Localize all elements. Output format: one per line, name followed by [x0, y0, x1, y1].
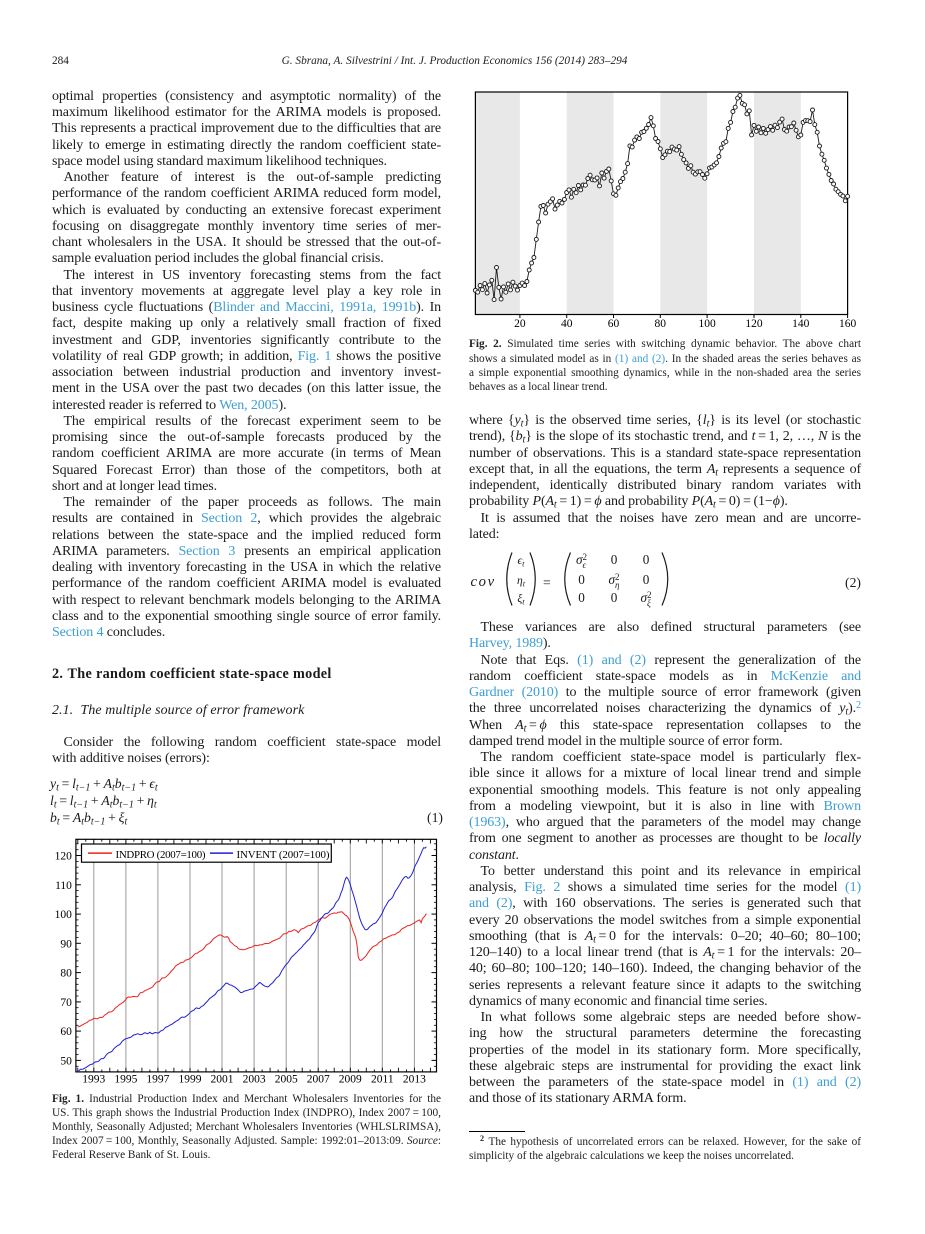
- svg-text:80: 80: [60, 968, 72, 980]
- svg-text:100: 100: [698, 318, 716, 330]
- svg-text:160: 160: [839, 318, 857, 330]
- svg-text:50: 50: [60, 1055, 72, 1067]
- svg-text:60: 60: [608, 318, 620, 330]
- svg-text:2007: 2007: [307, 1074, 330, 1086]
- svg-text:1999: 1999: [179, 1074, 202, 1086]
- svg-text:2009: 2009: [339, 1074, 362, 1086]
- svg-text:1995: 1995: [114, 1074, 137, 1086]
- svg-text:2013: 2013: [403, 1074, 426, 1086]
- svg-text:120: 120: [55, 851, 72, 863]
- svg-text:2005: 2005: [275, 1074, 298, 1086]
- svg-text:80: 80: [655, 318, 667, 330]
- svg-text:2003: 2003: [243, 1074, 266, 1086]
- svg-text:70: 70: [60, 997, 72, 1009]
- svg-text:2001: 2001: [211, 1074, 234, 1086]
- svg-text:20: 20: [514, 318, 526, 330]
- svg-text:1993: 1993: [82, 1074, 105, 1086]
- svg-text:100: 100: [55, 909, 72, 921]
- svg-text:120: 120: [745, 318, 763, 330]
- svg-text:INDPRO (2007=100): INDPRO (2007=100): [116, 849, 206, 861]
- svg-text:2011: 2011: [371, 1074, 394, 1086]
- svg-text:INVENT (2007=100): INVENT (2007=100): [237, 849, 330, 861]
- svg-text:90: 90: [60, 938, 72, 950]
- svg-text:140: 140: [792, 318, 810, 330]
- svg-text:110: 110: [55, 880, 72, 892]
- svg-text:60: 60: [60, 1026, 72, 1038]
- svg-text:1997: 1997: [146, 1074, 169, 1086]
- svg-text:40: 40: [561, 318, 573, 330]
